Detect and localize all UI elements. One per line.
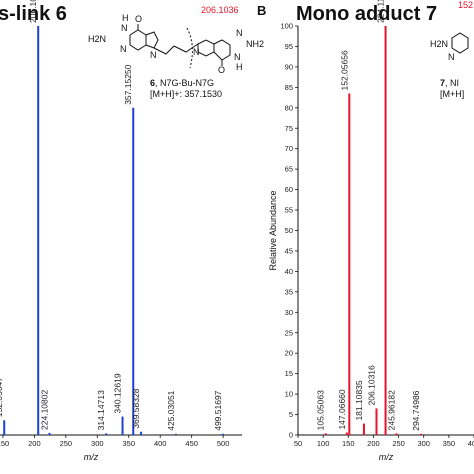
y-tick-label: 40 (285, 267, 293, 276)
y-tick-label: 100 (280, 22, 293, 31)
peak-label: 314.14713 (96, 390, 106, 430)
y-tick-label: 60 (285, 185, 293, 194)
fragment-mass-label-b: 152 (458, 0, 473, 10)
panel-b-plot: 50 100 150 200 250 300 350 400 0 5 10 15 20 25 30 35 40 4… (268, 0, 474, 462)
x-tick-label: 150 (342, 439, 355, 448)
fragment-mass-label: 206.1036 (201, 5, 239, 15)
x-tick-label: 350 (122, 439, 135, 448)
y-tick-label: 0 (289, 431, 293, 440)
atom-label-b: N (448, 52, 455, 62)
svg-text:N: N (234, 52, 241, 62)
svg-text:N: N (193, 47, 200, 57)
x-tick-label: 500 (217, 439, 230, 448)
peak-label: 181.10835 (354, 380, 364, 420)
peak-label: 152.05647 (0, 377, 4, 417)
svg-text:N: N (120, 44, 127, 54)
y-tick-label: 45 (285, 246, 293, 255)
x-axis-label: m/z (379, 452, 394, 462)
x-tick-label: 50 (294, 439, 302, 448)
svg-text:O: O (135, 14, 142, 24)
peak-label: 224.11398 (376, 0, 386, 23)
panel-letter-b: B (257, 3, 266, 18)
x-axis-label: m/z (84, 452, 99, 462)
x-tick-label: 350 (443, 439, 456, 448)
peak-label: 499.51697 (213, 390, 223, 430)
x-tick-label: 400 (154, 439, 167, 448)
y-tick-label: 80 (285, 103, 293, 112)
peak-label: 224.10802 (40, 390, 50, 430)
peak-label: 152.05656 (339, 50, 349, 90)
peak-label: 245.96182 (387, 390, 397, 430)
peak-label: 340.12619 (113, 373, 123, 413)
y-tick-label: 10 (285, 390, 293, 399)
panel-b-structure: 152 H2N N 7, NI [M+H] (430, 0, 473, 99)
panel-a-title: s-link 6 (0, 3, 67, 25)
y-tick-label: 25 (285, 328, 293, 337)
svg-text:N: N (121, 23, 128, 33)
peak-label: 206.10332 (28, 0, 38, 23)
y-tick-label: 30 (285, 308, 293, 317)
peak-label: 206.10316 (366, 365, 376, 405)
compound-ion: [M+H]+: 357.1530 (150, 89, 222, 99)
panel-b: B Mono adduct 7 152 H2N N 7, NI [M+H] 50… (257, 0, 474, 462)
compound-name: 6, N7G-Bu-N7G (150, 78, 214, 88)
y-tick-label: 15 (285, 369, 293, 378)
y-tick-label: 75 (285, 124, 293, 133)
atom-label-b: H2N (430, 39, 448, 49)
molecule-drawing (129, 24, 231, 69)
y-tick-label: 95 (285, 42, 293, 51)
x-tick-label: 150 (0, 439, 9, 448)
panel-b-title: Mono adduct 7 (296, 3, 437, 25)
peak-label: 369.58328 (131, 388, 141, 428)
panel-a-structure: 206.1036 H N H2N N O N N O N (88, 5, 264, 99)
x-tick-label: 400 (468, 439, 474, 448)
peak-label: 357.15250 (123, 64, 133, 104)
y-tick-label: 65 (285, 165, 293, 174)
peak-label: 425.03051 (166, 390, 176, 430)
x-tick-label: 250 (392, 439, 405, 448)
y-tick-label: 55 (285, 206, 293, 215)
compound-ion-b: [M+H] (440, 89, 464, 99)
svg-text:H2N: H2N (88, 34, 106, 44)
y-tick-label: 35 (285, 287, 293, 296)
panel-a: s-link 6 206.1036 H N H2N N O N N (0, 0, 264, 462)
y-tick-label: 20 (285, 349, 293, 358)
y-tick-label: 90 (285, 62, 293, 71)
molecule-drawing-b (451, 32, 469, 54)
x-tick-label: 200 (367, 439, 380, 448)
y-tick-label: 85 (285, 83, 293, 92)
y-tick-label: 70 (285, 144, 293, 153)
peak-label: 105.05063 (316, 390, 326, 430)
y-axis-label: Relative Abundance (268, 190, 278, 270)
x-tick-label: 200 (28, 439, 41, 448)
x-tick-label: 250 (60, 439, 73, 448)
x-tick-label: 300 (417, 439, 430, 448)
compound-name-b: 7, NI (440, 78, 459, 88)
svg-text:N: N (150, 50, 157, 60)
x-tick-label: 300 (91, 439, 104, 448)
x-tick-label: 100 (317, 439, 330, 448)
molecule-atoms: H N H2N N O N N O N NH2 N H (88, 13, 264, 75)
svg-text:N: N (236, 28, 243, 38)
panel-a-plot: 150 200 250 300 350 400 450 500 m/z 152.05647 206.… (0, 0, 242, 462)
svg-text:O: O (218, 65, 225, 75)
svg-text:H: H (122, 13, 129, 23)
x-tick-label: 450 (185, 439, 198, 448)
y-tick-label: 50 (285, 226, 293, 235)
svg-text:H: H (236, 62, 243, 72)
svg-text:NH2: NH2 (246, 39, 264, 49)
y-tick-label: 5 (289, 410, 293, 419)
peak-label: 294.74986 (411, 390, 421, 430)
peak-label: 147.06660 (337, 389, 347, 429)
